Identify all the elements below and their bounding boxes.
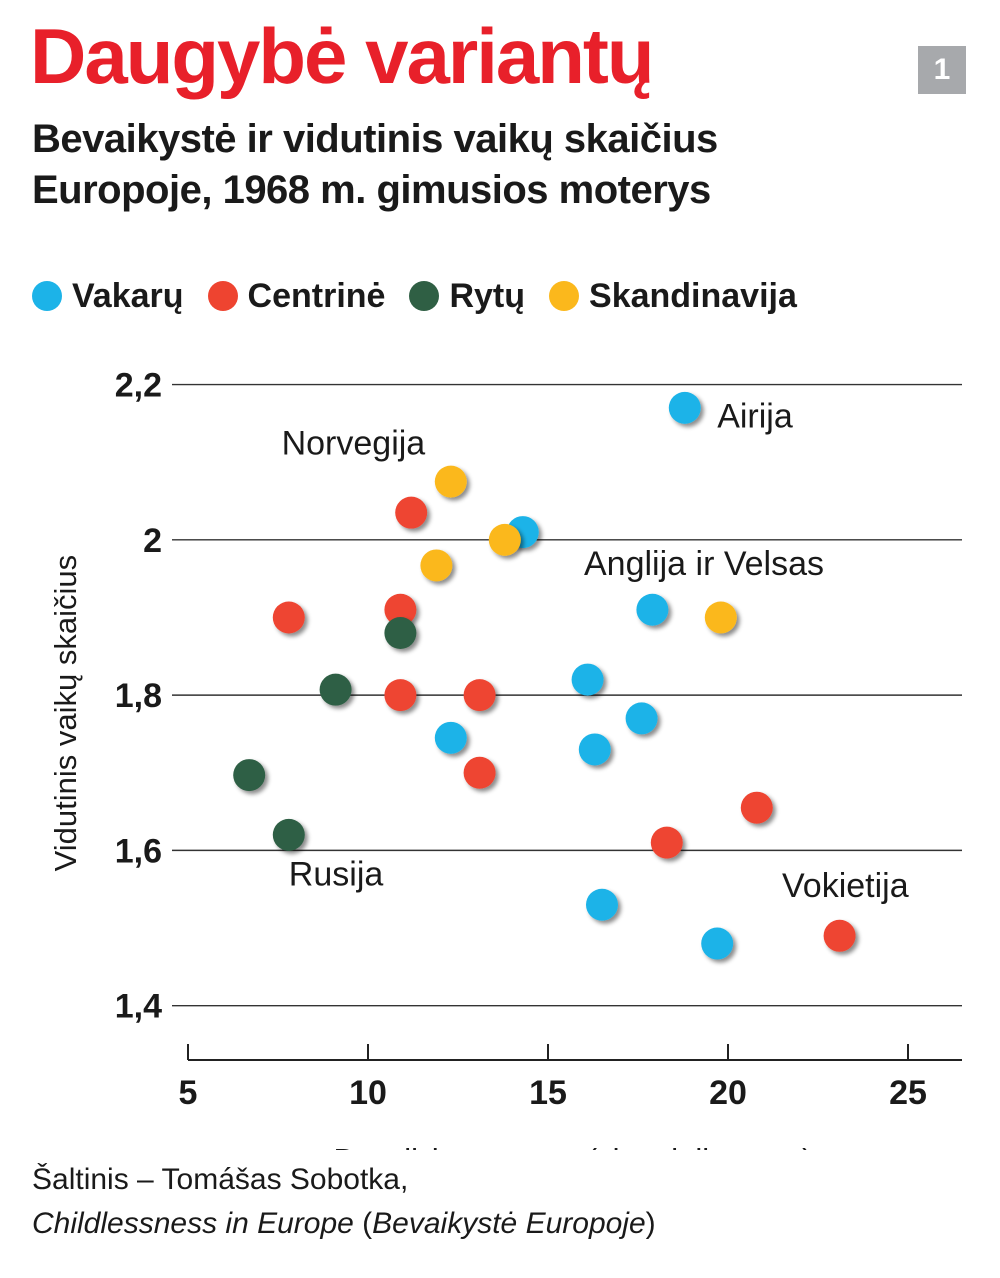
data-point <box>704 601 737 634</box>
legend-dot-vakaru <box>32 281 62 311</box>
data-point <box>463 679 496 712</box>
data-point <box>578 733 611 766</box>
data-point <box>668 391 701 424</box>
annotation-label: Vokietija <box>782 867 909 905</box>
data-point <box>636 593 669 626</box>
data-point <box>823 919 856 952</box>
subtitle-line-1: Bevaikystė ir vidutinis vaikų skaičius <box>32 117 718 161</box>
chart-subtitle: Bevaikystė ir vidutinis vaikų skaičius E… <box>32 114 962 216</box>
legend-label-skandinavija: Skandinavija <box>589 276 797 315</box>
x-tick-label: 20 <box>709 1074 747 1112</box>
legend-dot-rytu <box>409 281 440 311</box>
y-tick-label: 2,2 <box>115 367 162 405</box>
legend-dot-skandinavija <box>549 281 580 311</box>
legend-label-centrine: Centrinė <box>247 276 386 315</box>
legend-dot-centrine <box>207 281 238 311</box>
data-point <box>625 702 658 735</box>
legend-label-rytu: Rytų <box>449 276 526 315</box>
data-point <box>384 617 417 650</box>
y-tick-label: 2 <box>143 522 162 560</box>
legend-item-rytu: Rytų <box>409 277 525 316</box>
data-point <box>434 721 467 754</box>
data-point <box>701 927 734 960</box>
data-point <box>571 663 604 696</box>
legend: Vakarų Centrinė Rytų Skandinavija <box>32 274 821 318</box>
data-point <box>272 601 305 634</box>
data-point <box>488 523 521 556</box>
source-prefix: Šaltinis – Tomášas Sobotka, <box>32 1163 409 1196</box>
x-axis-title: Bevaikės moterys (visų dalis proc.) <box>334 1142 813 1150</box>
annotation-label: Airija <box>717 397 793 435</box>
source-book-title-lt: Bevaikystė Europoje <box>372 1206 646 1240</box>
source-note: Šaltinis – Tomášas Sobotka, Childlessnes… <box>32 1158 656 1245</box>
x-tick-label: 10 <box>349 1074 387 1112</box>
annotation-label: Rusija <box>289 855 384 893</box>
legend-label-vakaru: Vakarų <box>72 276 184 315</box>
annotation-label: Anglija ir Velsas <box>584 545 824 583</box>
x-tick-label: 5 <box>179 1074 198 1112</box>
data-point <box>384 679 417 712</box>
y-tick-label: 1,6 <box>115 832 162 870</box>
y-tick-label: 1,8 <box>115 677 162 715</box>
source-open-paren: ( <box>353 1206 373 1240</box>
data-point <box>586 888 618 921</box>
x-tick-label: 15 <box>529 1074 567 1112</box>
data-point <box>650 826 683 859</box>
source-close-paren: ) <box>645 1206 656 1240</box>
source-book-title: Childlessness in Europe <box>32 1206 354 1240</box>
data-point <box>272 818 305 851</box>
annotation-label: Norvegija <box>282 424 426 462</box>
data-point <box>740 791 773 824</box>
data-point <box>319 673 352 706</box>
scatter-chart: 1,4 1,6 1,8 2 2,2 5 10 15 20 25 Bevaikės moterys (… <box>48 367 962 1150</box>
data-point <box>420 549 453 582</box>
y-axis-title: Vidutinis vaikų skaičius <box>48 555 83 871</box>
x-tick-label: 25 <box>889 1074 927 1112</box>
data-point <box>463 756 496 789</box>
legend-item-skandinavija: Skandinavija <box>549 277 797 316</box>
legend-item-vakaru: Vakarų <box>32 277 184 316</box>
figure-number-badge: 1 <box>918 46 966 94</box>
data-point <box>434 465 467 498</box>
y-tick-label: 1,4 <box>115 988 162 1026</box>
data-point <box>384 593 417 626</box>
chart-title: Daugybė variantų <box>30 12 655 100</box>
legend-item-centrine: Centrinė <box>207 276 386 316</box>
data-point <box>233 759 266 792</box>
data-point <box>395 496 428 529</box>
subtitle-line-2: Europoje, 1968 m. gimusios moterys <box>32 168 711 213</box>
